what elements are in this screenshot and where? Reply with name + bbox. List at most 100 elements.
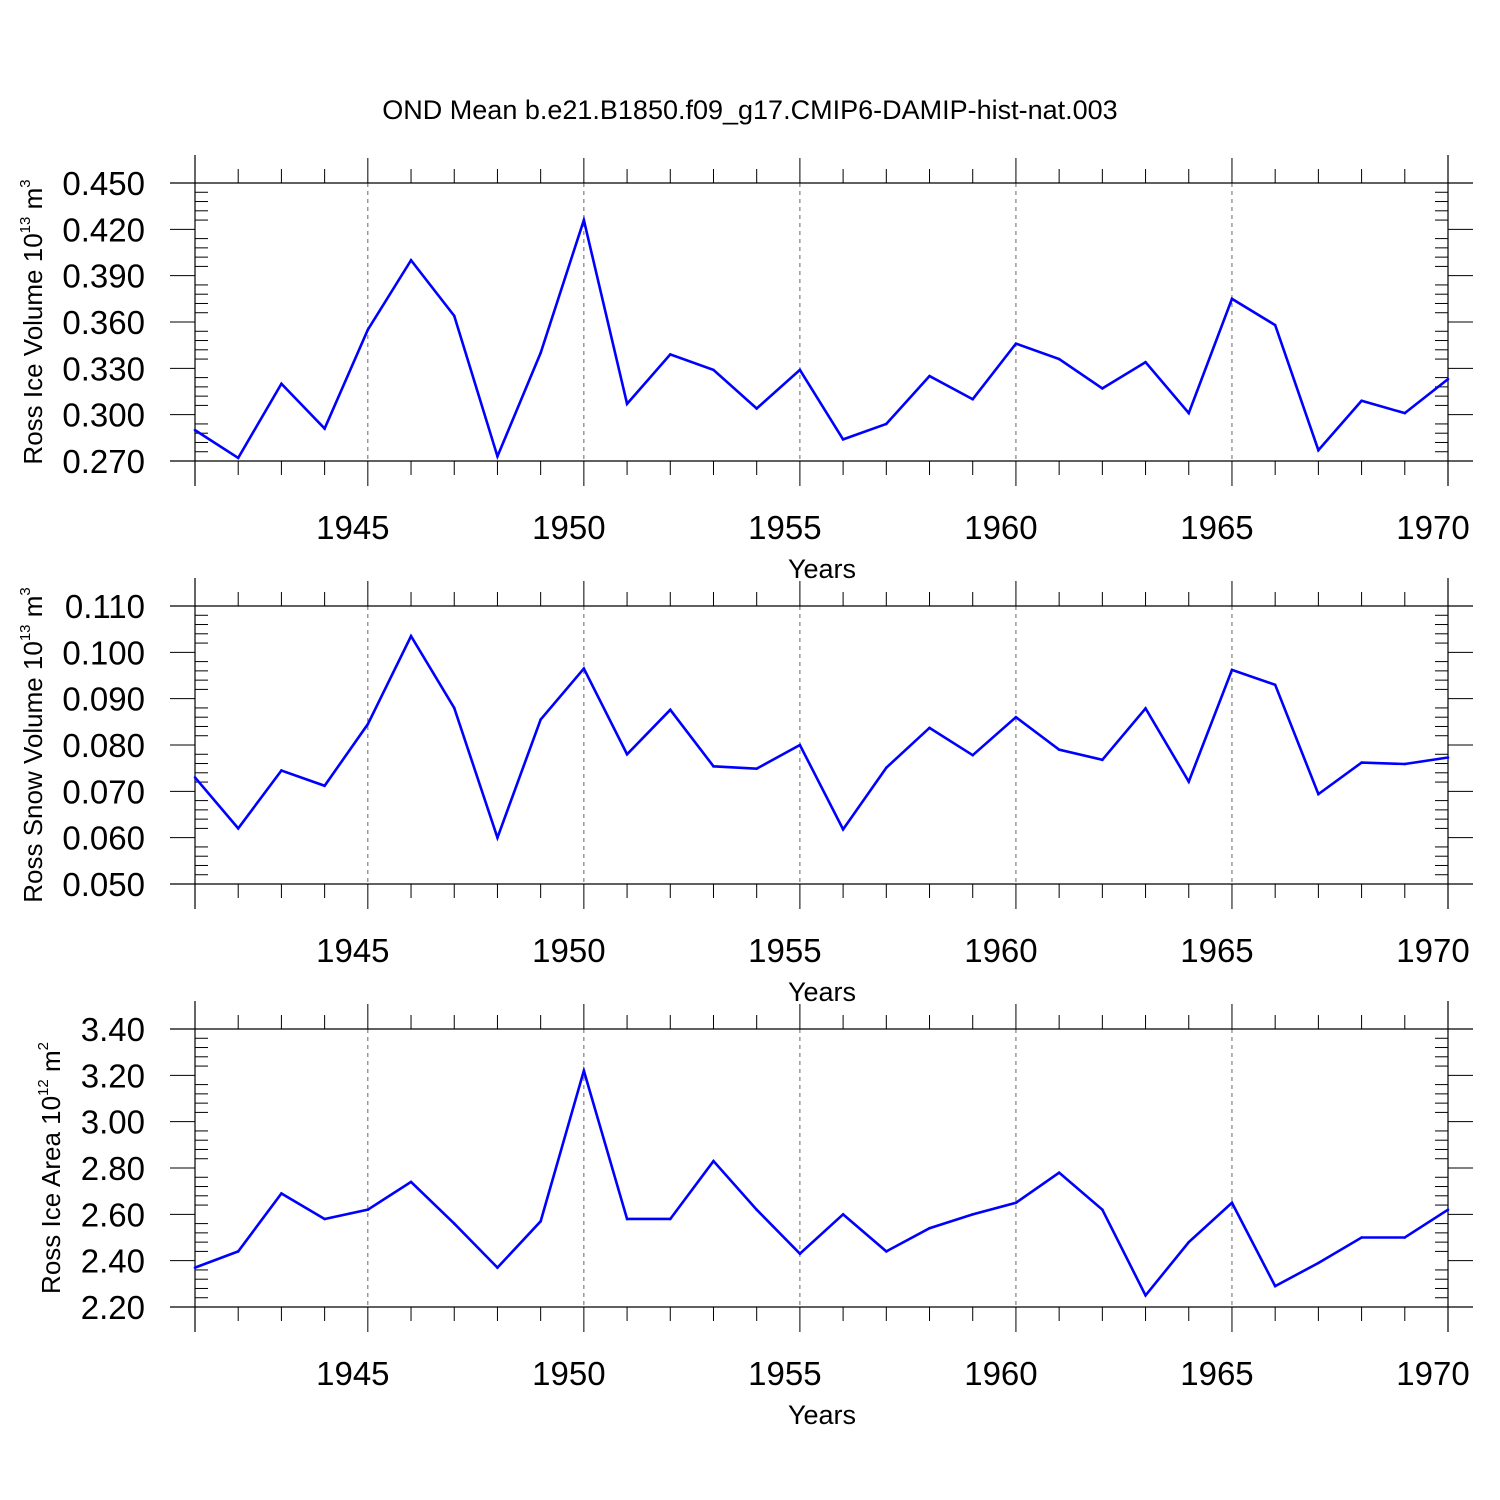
data-point [625, 752, 629, 756]
x-axis-label: Years [788, 1400, 856, 1430]
data-point [668, 353, 672, 356]
data-point [1014, 342, 1018, 345]
data-point [1317, 1261, 1320, 1265]
data-point [712, 368, 715, 372]
y-tick-label: 3.00 [81, 1104, 145, 1141]
panel-3: 2.20 2.40 2.60 2.80 3.00 3.20 3.40 1945 1950 1955… [35, 1001, 1473, 1430]
data-point [885, 1250, 888, 1253]
y-tick-label: 0.270 [62, 443, 145, 480]
data-point [236, 827, 240, 830]
y-axis-label-superscript: 2 [35, 1042, 52, 1050]
data-point [841, 438, 845, 441]
series-line [194, 633, 1449, 842]
data-point [582, 667, 586, 670]
data-point [625, 1217, 629, 1221]
data-point [885, 422, 888, 426]
data-point [625, 402, 629, 406]
y-tick-label: 2.80 [81, 1150, 145, 1187]
data-point [1057, 1171, 1061, 1174]
data-point [409, 1180, 413, 1184]
y-axis-label-part: Ross Snow Volume 10 [18, 641, 48, 903]
data-point [366, 1208, 370, 1211]
y-axis-label-superscript: 12 [35, 1079, 52, 1096]
data-point [582, 218, 586, 222]
data-point [1317, 792, 1320, 796]
data-point [1230, 297, 1234, 301]
data-point [323, 784, 326, 788]
x-tick-label: 1960 [964, 509, 1037, 546]
y-tick-label: 0.100 [62, 634, 145, 671]
data-point [1273, 323, 1277, 327]
data-point [539, 1219, 542, 1223]
panel-2: 0.050 0.060 0.070 0.080 0.090 0.100 0.110 1945 1… [17, 578, 1473, 1007]
data-point [1446, 377, 1450, 381]
data-point [193, 428, 197, 432]
data-point [1187, 1240, 1191, 1244]
data-point [1144, 1294, 1147, 1297]
data-point [1101, 387, 1104, 390]
data-point [1446, 1208, 1450, 1211]
data-point [928, 374, 931, 378]
x-axis-label: Years [788, 554, 856, 584]
x-tick-label: 1950 [532, 1355, 605, 1392]
series-line [194, 1066, 1449, 1298]
y-tick-label: 0.060 [62, 820, 145, 857]
data-point [1101, 758, 1104, 762]
y-tick-label: 0.110 [65, 588, 145, 625]
x-tick-label: 1945 [316, 509, 389, 546]
y-axis-label-part: Ross Ice Volume 10 [18, 233, 48, 464]
data-point [1273, 1284, 1277, 1288]
data-point [539, 351, 542, 355]
data-point [928, 1226, 931, 1230]
y-tick-label: 0.300 [62, 397, 145, 434]
data-point [1230, 668, 1234, 672]
series-line [194, 215, 1449, 461]
y-tick-label: 0.080 [62, 727, 145, 764]
data-point [971, 397, 975, 401]
data-point [1446, 756, 1450, 759]
y-axis-label-part: m [18, 596, 48, 625]
data-point [1360, 1236, 1363, 1239]
y-axis-label-superscript: 13 [17, 217, 34, 234]
data-point [1360, 399, 1363, 403]
data-point [496, 836, 499, 839]
data-point [1273, 683, 1277, 687]
y-axis-label-part: m [36, 1050, 66, 1079]
data-point [1403, 762, 1407, 766]
x-tick-label: 1965 [1180, 509, 1253, 546]
data-point [1144, 360, 1147, 364]
data-point [280, 1192, 283, 1195]
x-tick-label: 1960 [964, 1355, 1037, 1392]
y-tick-label: 0.360 [62, 304, 145, 341]
data-point [236, 1250, 240, 1253]
x-tick-label: 1950 [532, 509, 605, 546]
data-point [452, 1222, 456, 1225]
data-point [323, 1217, 326, 1221]
y-axis-label: Ross Ice Area 1012 m2 [35, 1042, 66, 1294]
data-point [1187, 411, 1191, 415]
data-point [280, 382, 283, 386]
data-point [712, 765, 715, 768]
data-point [496, 1266, 499, 1269]
x-axis-label: Years [788, 977, 856, 1007]
data-point [668, 708, 672, 712]
data-point [409, 258, 413, 262]
data-point [971, 753, 975, 757]
y-tick-label: 2.20 [81, 1289, 145, 1326]
data-point [841, 1213, 845, 1216]
data-point [1187, 780, 1191, 783]
x-tick-label: 1970 [1396, 509, 1469, 546]
data-point [1230, 1201, 1234, 1205]
data-point [1144, 707, 1147, 710]
y-tick-label: 0.070 [62, 773, 145, 810]
x-tick-label: 1955 [748, 932, 821, 969]
y-tick-label: 0.330 [62, 350, 145, 387]
panels: 0.270 0.300 0.330 0.360 0.390 0.420 0.450 1945 1… [17, 155, 1473, 1430]
data-point [1057, 357, 1061, 361]
data-point [236, 456, 240, 460]
data-point [755, 767, 758, 770]
data-point [755, 407, 758, 410]
y-axis-label-superscript: 13 [17, 624, 34, 641]
data-point [323, 427, 326, 430]
